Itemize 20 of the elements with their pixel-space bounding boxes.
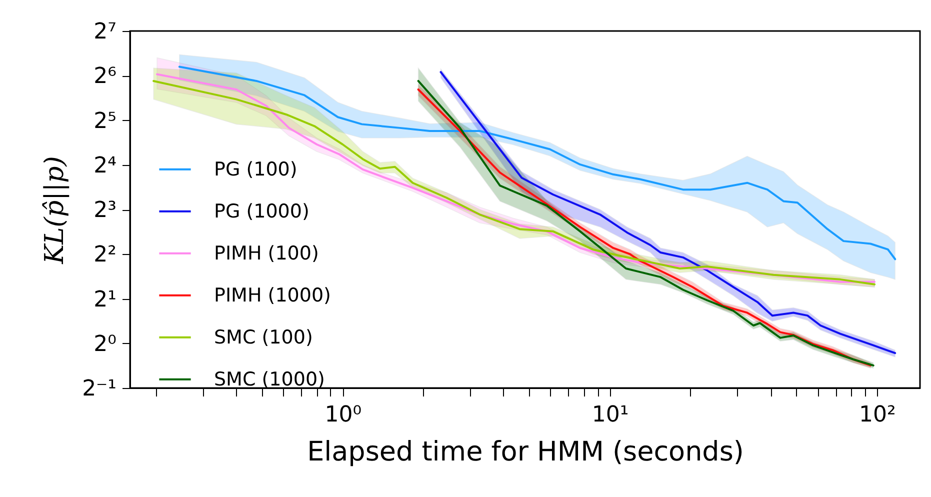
x-tick-label: 10² xyxy=(858,402,896,428)
y-tick-label: 2⁴ xyxy=(94,153,117,178)
legend-label: PG (100) xyxy=(214,158,298,180)
legend-label: SMC (1000) xyxy=(214,368,325,390)
x-tick-label: 10⁰ xyxy=(324,402,362,428)
legend-label: PIMH (100) xyxy=(214,242,319,264)
y-tick-label: 2³ xyxy=(94,198,116,223)
y-tick-label: 2⁷ xyxy=(94,20,116,44)
y-tick-label: 2² xyxy=(94,242,116,268)
y-axis-title: KL(p̂||p) xyxy=(40,156,70,265)
legend-label: PG (1000) xyxy=(214,200,310,222)
y-tick-label: 2⁶ xyxy=(94,64,117,90)
y-tick-label: 2⁵ xyxy=(94,108,116,134)
x-tick-label: 10¹ xyxy=(592,402,629,428)
x-axis-title: Elapsed time for HMM (seconds) xyxy=(307,436,744,468)
y-tick-label: 2⁻¹ xyxy=(82,376,116,402)
y-tick-label: 2⁰ xyxy=(94,332,117,357)
legend-label: PIMH (1000) xyxy=(214,284,331,306)
y-tick-label: 2¹ xyxy=(94,287,116,312)
legend-label: SMC (100) xyxy=(214,326,313,348)
